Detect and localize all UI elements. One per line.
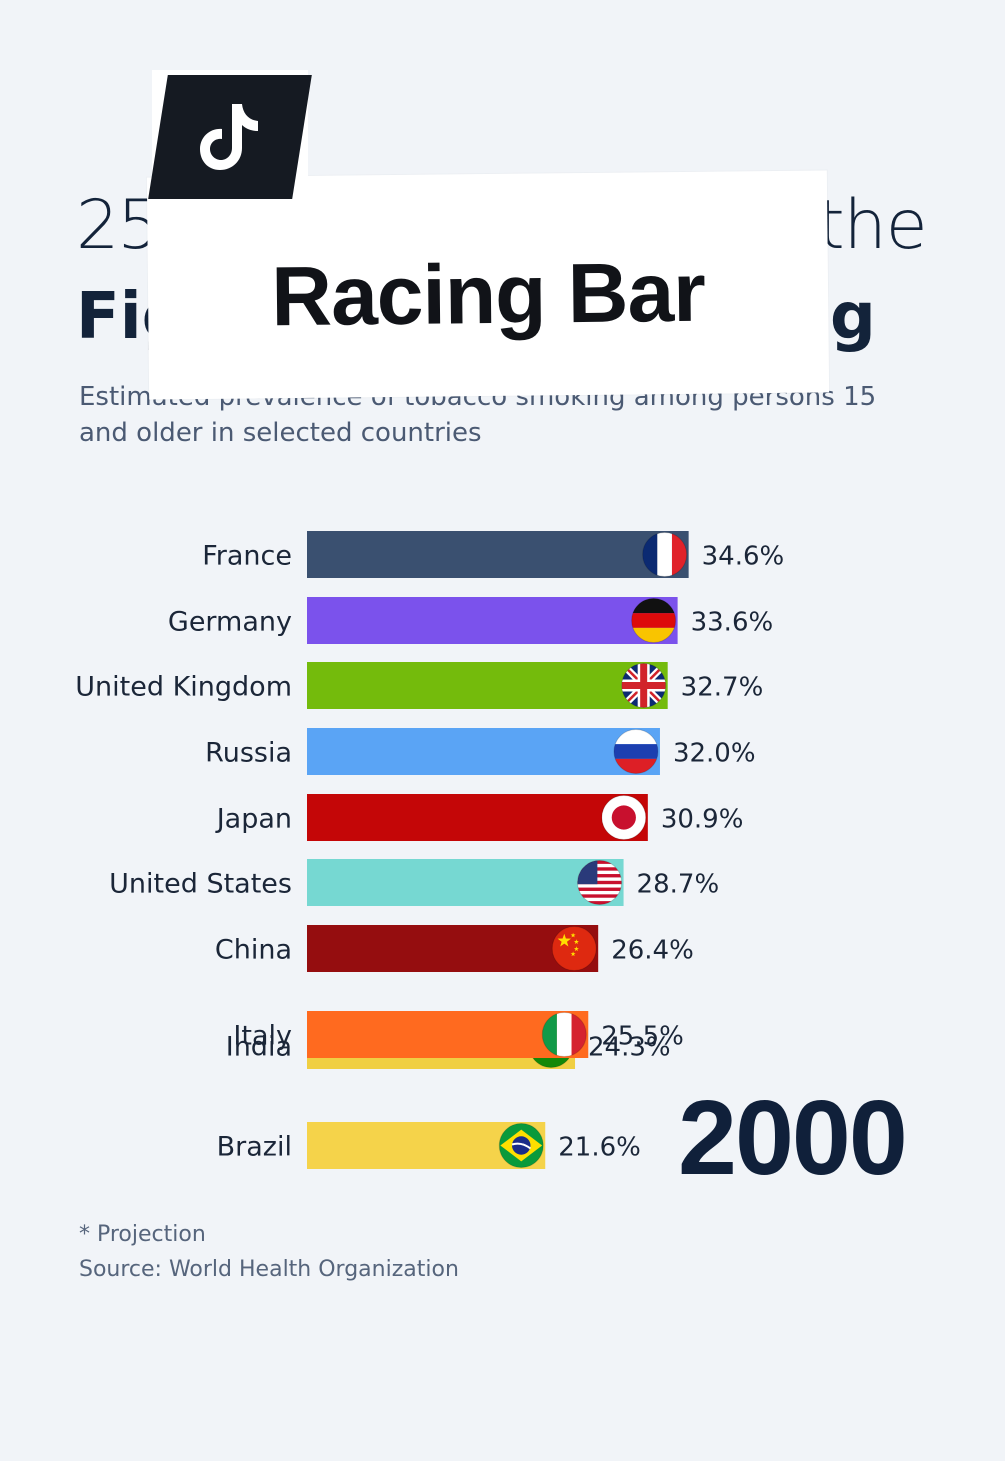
flag-germany-icon <box>631 598 677 643</box>
value-label: 32.7% <box>681 673 764 703</box>
bar-row-japan: Japan 30.9% <box>215 794 744 841</box>
bar <box>307 531 689 578</box>
bar <box>307 859 624 906</box>
bar-row-germany: Germany 33.6% <box>168 597 773 644</box>
flag-italy-icon <box>541 1012 587 1057</box>
category-label: Italy <box>233 1021 292 1052</box>
category-label: Brazil <box>217 1132 292 1163</box>
value-label: 21.6% <box>558 1133 641 1163</box>
flag-russia-icon <box>613 729 659 774</box>
value-label: 34.6% <box>702 542 785 572</box>
value-label: 24.3% <box>588 1033 671 1063</box>
bar-row-united-states: United States 28.7% <box>109 859 719 906</box>
value-label: 30.9% <box>661 805 744 835</box>
bar <box>307 925 599 972</box>
tiktok-icon <box>200 104 258 170</box>
bar <box>307 794 648 841</box>
value-label: 33.6% <box>691 608 774 638</box>
year-label: 2000 <box>678 1079 908 1197</box>
tiktok-badge <box>148 70 312 204</box>
bar-row-china: China 26.4% <box>215 925 694 972</box>
bar-row-france: France 34.6% <box>202 531 784 578</box>
category-label: China <box>215 935 292 966</box>
flag-japan-icon <box>601 795 647 840</box>
projection-note: * Projection <box>79 1222 206 1247</box>
bar <box>307 662 668 709</box>
category-label: United Kingdom <box>75 672 292 703</box>
flag-uk-icon <box>621 663 667 708</box>
value-label: 25.5% <box>601 1022 684 1052</box>
flag-china-icon <box>551 926 597 971</box>
value-label: 28.7% <box>637 870 720 900</box>
bar-row-russia: Russia 32.0% <box>205 728 756 775</box>
bar <box>307 728 660 775</box>
bar-row-italy: Italy 25.5% <box>233 1011 684 1058</box>
value-label: 26.4% <box>611 936 694 966</box>
bar <box>307 597 678 644</box>
source-note: Source: World Health Organization <box>79 1257 459 1282</box>
flag-usa-icon <box>577 860 623 905</box>
chart-subtitle-line2: and older in selected countries <box>79 418 482 448</box>
category-label: Germany <box>168 607 292 638</box>
bar-row-united-kingdom: United Kingdom 32.7% <box>75 662 763 709</box>
flag-brazil-icon <box>498 1123 544 1168</box>
value-label: 32.0% <box>673 739 756 769</box>
category-label: Japan <box>215 804 292 835</box>
category-label: France <box>202 541 292 572</box>
bar <box>307 1011 589 1058</box>
category-label: Russia <box>205 738 292 769</box>
title-line1-fragment-right: the <box>818 186 928 265</box>
category-label: India <box>226 1032 292 1063</box>
category-label: United States <box>109 869 292 900</box>
title-line1-fragment-left: 25 <box>76 186 161 265</box>
flag-france-icon <box>642 532 688 577</box>
bar-row-brazil: Brazil 21.6% <box>217 1122 641 1169</box>
